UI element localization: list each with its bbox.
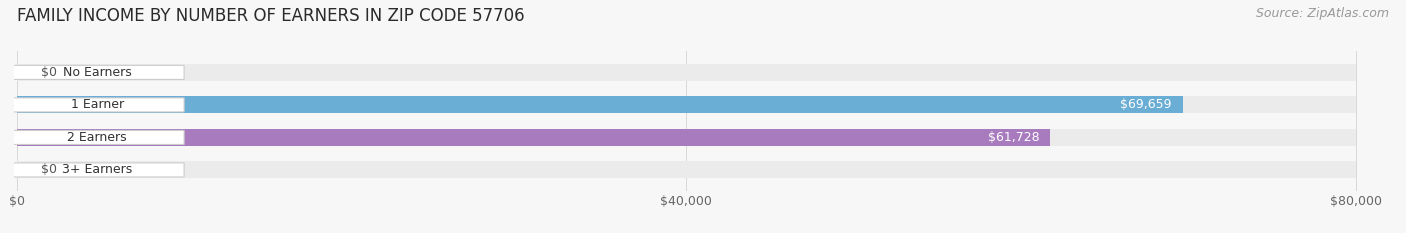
Text: No Earners: No Earners — [63, 66, 131, 79]
Bar — [17, 129, 1355, 146]
FancyBboxPatch shape — [10, 130, 184, 144]
Text: 3+ Earners: 3+ Earners — [62, 163, 132, 176]
Bar — [17, 96, 1182, 113]
FancyBboxPatch shape — [10, 163, 184, 177]
Text: Source: ZipAtlas.com: Source: ZipAtlas.com — [1256, 7, 1389, 20]
Text: $61,728: $61,728 — [987, 131, 1039, 144]
Bar — [17, 129, 1050, 146]
Text: 2 Earners: 2 Earners — [67, 131, 127, 144]
Text: $0: $0 — [41, 66, 56, 79]
Text: 1 Earner: 1 Earner — [70, 98, 124, 111]
FancyBboxPatch shape — [10, 65, 184, 79]
Bar — [17, 64, 1355, 81]
Bar — [17, 161, 1355, 178]
Text: $0: $0 — [41, 163, 56, 176]
Bar — [17, 96, 1355, 113]
FancyBboxPatch shape — [10, 98, 184, 112]
Text: FAMILY INCOME BY NUMBER OF EARNERS IN ZIP CODE 57706: FAMILY INCOME BY NUMBER OF EARNERS IN ZI… — [17, 7, 524, 25]
Text: $69,659: $69,659 — [1121, 98, 1171, 111]
